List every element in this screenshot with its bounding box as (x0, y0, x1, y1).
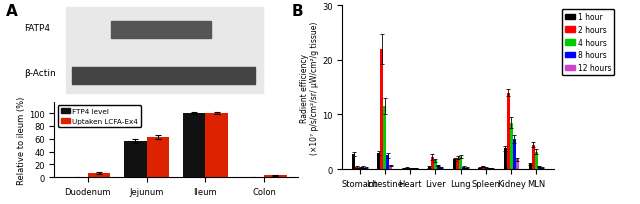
Bar (406, 168, 408, 169)
Bar (504, 149, 507, 169)
Bar (440, 167, 443, 169)
Bar (478, 168, 481, 169)
Bar (465, 168, 468, 169)
Bar (403, 168, 406, 169)
Bar (434, 161, 437, 169)
Bar (88, 173, 110, 177)
Bar (183, 113, 205, 177)
Bar (383, 107, 387, 169)
Text: A: A (6, 4, 18, 19)
Bar (361, 167, 364, 169)
Bar (352, 154, 355, 169)
Bar (428, 167, 431, 169)
Bar (529, 164, 532, 169)
Legend: 1 hour, 2 hours, 4 hours, 8 hours, 12 hours: 1 hour, 2 hours, 4 hours, 8 hours, 12 ho… (562, 10, 614, 76)
Bar (507, 93, 509, 169)
Bar (358, 168, 361, 169)
Bar (488, 168, 490, 169)
Bar (377, 153, 380, 169)
Bar (538, 167, 541, 169)
Y-axis label: Relative to ileum (%): Relative to ileum (%) (17, 96, 26, 184)
Bar (264, 176, 287, 177)
Bar (431, 157, 434, 169)
Bar (532, 145, 535, 169)
Bar (412, 168, 415, 169)
Bar (541, 168, 544, 169)
Bar (67, 8, 263, 94)
Bar (380, 50, 383, 169)
Bar (535, 152, 538, 169)
Bar (415, 168, 418, 169)
Bar (72, 68, 255, 85)
Bar (516, 160, 519, 169)
Bar (484, 167, 488, 169)
Bar (124, 141, 147, 177)
Bar (364, 168, 367, 169)
Text: FATP4: FATP4 (24, 24, 51, 33)
Legend: FTP4 level, Uptaken LCFA-Ex4: FTP4 level, Uptaken LCFA-Ex4 (58, 106, 141, 127)
Bar (437, 165, 440, 169)
Bar (387, 156, 389, 169)
Bar (459, 157, 462, 169)
Bar (513, 139, 516, 169)
Bar (462, 167, 465, 169)
Bar (456, 158, 459, 169)
Bar (389, 165, 392, 169)
Text: B: B (291, 4, 303, 19)
Bar (481, 167, 484, 169)
Text: β-Actin: β-Actin (24, 69, 56, 78)
Bar (453, 160, 456, 169)
Bar (408, 168, 412, 169)
Bar (355, 167, 358, 169)
Y-axis label: Radient efficiency
(×10⁷ p/s/cm²/sr/ μW/cm²/g tissue): Radient efficiency (×10⁷ p/s/cm²/sr/ μW/… (300, 21, 319, 154)
Bar (205, 113, 228, 177)
Bar (147, 137, 169, 177)
Bar (111, 22, 211, 39)
Bar (509, 123, 513, 169)
